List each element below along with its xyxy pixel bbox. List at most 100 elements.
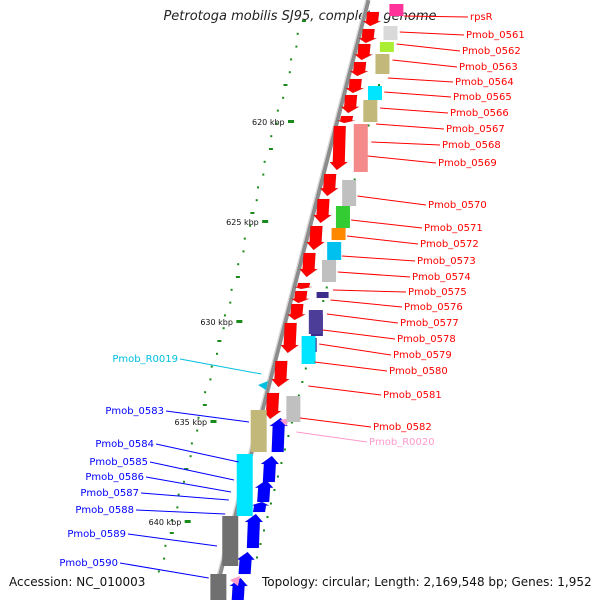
tick-mark-left	[217, 340, 222, 342]
gene-label-left[interactable]: Pmob_0588	[75, 505, 134, 516]
gene-features[interactable]	[228, 11, 382, 600]
gene-label-right[interactable]: Pmob_0582	[373, 422, 432, 433]
label-leader-line	[375, 123, 445, 130]
gene-label-right[interactable]: rpsR	[470, 12, 493, 23]
forward-gene-arrow[interactable]	[305, 225, 326, 251]
gene-label-left[interactable]: Pmob_0587	[80, 488, 139, 499]
forward-gene-arrow[interactable]	[344, 78, 364, 94]
gene-label-right[interactable]: Pmob_0563	[459, 62, 518, 73]
gene-label-right[interactable]: Pmob_0571	[424, 223, 483, 234]
tick-mark-left	[296, 32, 299, 35]
tick-mark-right	[290, 421, 293, 424]
tick-mark-left	[268, 148, 273, 150]
tick-mark-left	[169, 532, 174, 534]
forward-gene-arrow[interactable]	[353, 43, 373, 61]
gene-label-right[interactable]: Pmob_0562	[462, 46, 521, 57]
gene-label-right[interactable]: Pmob_0569	[438, 158, 497, 169]
gene-label-left[interactable]: Pmob_0590	[59, 558, 118, 569]
forward-gene-arrow[interactable]	[286, 303, 306, 321]
label-leader-line	[135, 509, 226, 515]
tick-mark-left	[184, 468, 189, 470]
cog-category-box	[286, 396, 301, 422]
label-leader-line	[314, 361, 388, 372]
gene-label-right[interactable]: Pmob_0574	[412, 272, 471, 283]
tick-mark-right	[304, 367, 307, 370]
forward-gene-arrow[interactable]	[298, 252, 319, 278]
reverse-gene-arrow[interactable]	[260, 455, 280, 483]
tick-mark-left	[290, 58, 293, 61]
gene-label-right[interactable]: Pmob_0581	[383, 390, 442, 401]
major-tick-mark	[262, 220, 269, 223]
gene-label-left[interactable]: Pmob_0585	[89, 457, 148, 468]
tick-mark-left	[257, 186, 260, 189]
cog-category-box	[375, 54, 390, 74]
tick-mark-left	[209, 378, 212, 381]
tick-label: 635 kbp	[175, 418, 208, 427]
gene-label-right[interactable]: Pmob_0575	[408, 287, 467, 298]
label-leader-line	[333, 289, 407, 293]
gene-label-right[interactable]: Pmob_0576	[404, 302, 463, 313]
gene-label-right[interactable]: Pmob_0577	[400, 318, 459, 329]
forward-gene-arrow[interactable]	[280, 322, 300, 354]
tick-mark-right	[287, 435, 290, 437]
forward-gene-arrow[interactable]	[312, 198, 333, 224]
forward-gene-arrow[interactable]	[294, 282, 313, 290]
forward-gene-arrow[interactable]	[337, 115, 356, 124]
gene-label-left[interactable]: Pmob_0584	[95, 439, 154, 450]
tick-mark-right	[273, 489, 276, 491]
reverse-gene-arrow[interactable]	[250, 501, 270, 513]
gene-label-left[interactable]: Pmob_0583	[105, 406, 164, 417]
forward-gene-arrow[interactable]	[349, 61, 369, 77]
gene-label-right[interactable]: Pmob_0578	[397, 334, 456, 345]
tick-mark-right	[301, 381, 304, 383]
gene-label-left[interactable]: Pmob_0589	[67, 529, 126, 540]
gene-label-right[interactable]: Pmob_0580	[389, 366, 448, 377]
gene-label-right[interactable]: Pmob_0561	[466, 30, 525, 41]
tick-mark-left	[237, 263, 240, 266]
forward-gene-arrow[interactable]	[329, 125, 349, 171]
major-tick-mark	[210, 420, 217, 423]
rna-feature-arrow[interactable]	[258, 381, 268, 390]
gene-label-right[interactable]: Pmob_0570	[428, 200, 487, 211]
reverse-gene-small[interactable]	[316, 292, 329, 298]
forward-gene-arrow[interactable]	[357, 28, 377, 44]
tick-mark-left	[235, 276, 240, 278]
gene-label-right[interactable]: Pmob_0564	[455, 77, 514, 88]
tick-mark-left	[189, 455, 192, 458]
gene-label-right[interactable]: Pmob_0565	[453, 92, 512, 103]
forward-gene-arrow[interactable]	[290, 290, 310, 304]
gene-label-right[interactable]: Pmob_0572	[420, 239, 479, 250]
gene-labels[interactable]: rpsR Pmob_0561 Pmob_0562 Pmob_0563 Pmob_0564…	[59, 12, 524, 569]
gene-label-left[interactable]: Pmob_0586	[85, 472, 144, 483]
label-leader-line	[384, 91, 452, 98]
label-leader-line	[322, 329, 396, 340]
gene-label-right[interactable]: Pmob_0568	[442, 140, 501, 151]
tick-mark-left	[177, 493, 180, 496]
cog-color-boxes	[210, 4, 404, 600]
reverse-gene-arrow[interactable]	[244, 513, 264, 549]
gene-label-right[interactable]: Pmob_0566	[450, 108, 509, 119]
label-leaders	[119, 15, 469, 579]
tick-mark-left	[230, 288, 233, 291]
forward-gene-arrow[interactable]	[362, 11, 382, 27]
reverse-gene-arrow[interactable]	[254, 479, 274, 503]
cog-category-box	[331, 228, 346, 240]
forward-gene-arrow[interactable]	[340, 94, 361, 114]
gene-label-right[interactable]: Pmob_0573	[417, 256, 476, 267]
major-tick-mark	[184, 520, 191, 523]
forward-gene-arrow[interactable]	[319, 173, 340, 197]
gene-label-right[interactable]: Pmob_0567	[446, 124, 505, 135]
forward-gene-arrow[interactable]	[270, 360, 291, 388]
label-leader-line	[140, 492, 229, 501]
tick-label: 630 kbp	[200, 318, 233, 327]
gene-label-right[interactable]: Pmob_0579	[393, 350, 452, 361]
reverse-gene-arrow[interactable]	[228, 577, 249, 600]
cog-category-box	[383, 26, 398, 40]
cog-category-box	[210, 574, 227, 600]
pseudo-feature-arrow[interactable]	[230, 576, 240, 586]
tick-mark-left	[229, 301, 232, 304]
gene-label-right[interactable]: Pmob_R0020	[369, 437, 435, 448]
reverse-gene-arrow[interactable]	[235, 551, 256, 575]
gene-label-left[interactable]: Pmob_R0019	[112, 354, 178, 365]
